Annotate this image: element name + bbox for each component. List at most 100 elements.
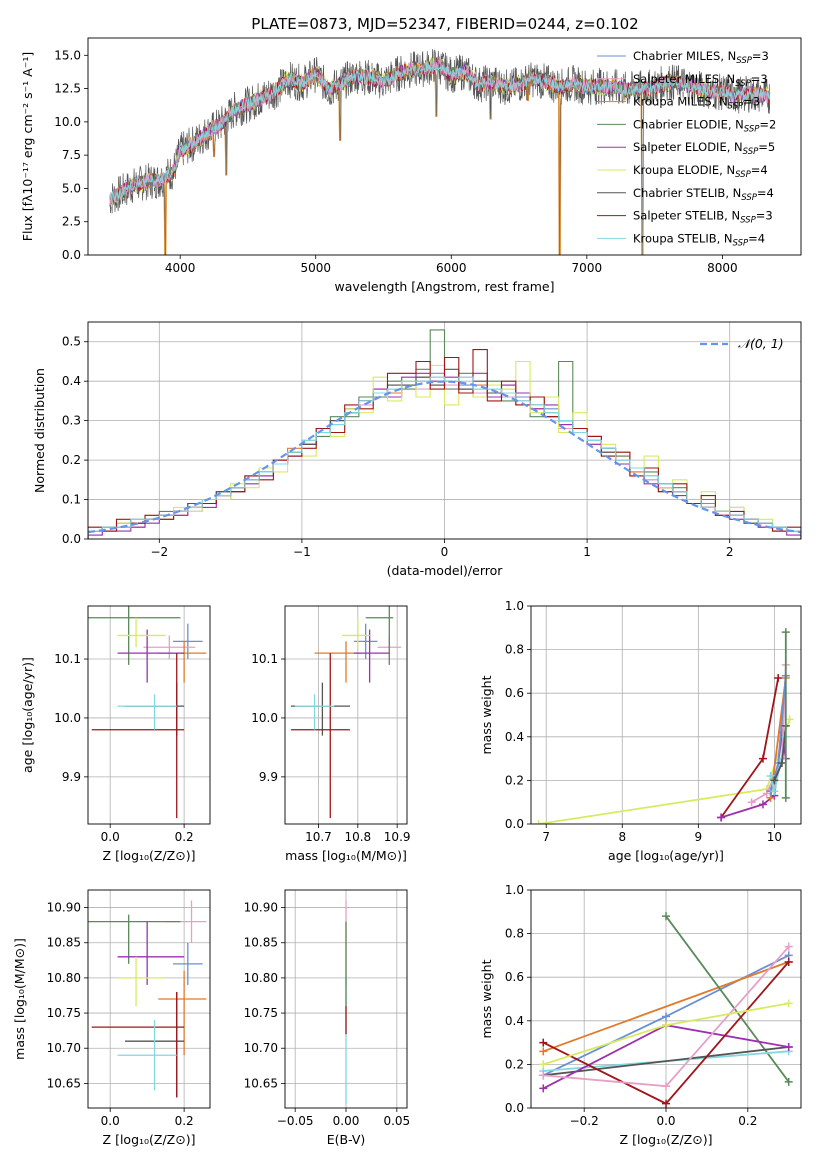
legend-label-main: Salpeter ELODIE, N (633, 140, 743, 154)
x-tick-label: 4000 (165, 261, 196, 275)
x-tick-label: −2 (150, 545, 168, 559)
x-axis-label: age [log₁₀(age/yr)] (608, 848, 724, 863)
weight-marker-chabrier_miles (662, 1012, 670, 1021)
x-tick-label: 10.7 (305, 830, 332, 844)
plot-area-spectrum (109, 49, 771, 255)
x-tick-label: 5000 (300, 261, 331, 275)
x-axis-label: E(B-V) (327, 1132, 366, 1147)
legend-label-tail: =3 (743, 95, 760, 109)
y-tick-label: 12.5 (54, 82, 81, 96)
y-tick-label: 10.90 (244, 901, 278, 915)
x-tick-label: 1 (583, 545, 591, 559)
weight-marker-kroupa_elodie (534, 820, 543, 824)
x-tick-label: 7000 (572, 261, 603, 275)
weight-marker-kroupa_miles (539, 1047, 548, 1056)
legend-label-tail: =5 (758, 140, 775, 154)
y-tick-label: 9.9 (259, 770, 278, 784)
weight-marker-chabrier_stelib (777, 758, 786, 767)
plot-area-ebv_vs_mass (285, 890, 407, 1108)
x-tick-label: 0.0 (101, 1114, 120, 1128)
panel-residuals: −2 −1 0 1 2 0.0 0.1 0.2 0.3 0.4 0.5 (data-model)/er… (32, 321, 802, 578)
weight-marker-kroupa_stelib (766, 772, 775, 781)
weight-line-salpeter_stelib (720, 677, 780, 819)
y-tick-label: 1.0 (505, 599, 524, 613)
panel-spectrum: 4000 5000 6000 7000 8000 0.0 2.5 5.0 7.5 10.0 12.5… (20, 37, 802, 294)
weight-line-chabrier_elodie (665, 915, 790, 1083)
x-tick-label: 8 (618, 830, 626, 844)
weight-marker-kroupa_elodie (662, 1021, 670, 1030)
legend-label-main: Salpeter MILES, N (633, 72, 735, 86)
legend-label-tail: =4 (748, 231, 765, 245)
weight-marker-salpeter_stelib (662, 1099, 670, 1108)
x-tick-label: 0.2 (175, 1114, 194, 1128)
legend-label-main: Salpeter STELIB, N (633, 209, 740, 223)
legend-label-salpeter_elodie: Salpeter ELODIE, NSSP=5 (633, 140, 775, 157)
legend-label-main: Chabrier MILES, N (633, 49, 736, 63)
weight-marker-salpeter_miles (747, 798, 756, 807)
plot-area-mass_vs_age (285, 606, 407, 824)
x-tick-label: −1 (293, 545, 311, 559)
plot-area-z_vs_mass (88, 890, 210, 1108)
x-tick-label: 6000 (436, 261, 467, 275)
y-tick-label: 0.2 (505, 773, 524, 787)
x-tick-label: 8000 (707, 261, 738, 275)
weight-marker-chabrier_elodie (781, 793, 790, 802)
x-axis-label: mass [log₁₀(M/M⊙)] (285, 848, 407, 863)
y-tick-label: 5.0 (62, 181, 81, 195)
legend-label-salpeter_miles: Salpeter MILES, NSSP=3 (633, 72, 768, 89)
legend-label-salpeter_stelib: Salpeter STELIB, NSSP=3 (633, 209, 773, 226)
weight-marker-kroupa_elodie (785, 715, 794, 724)
y-tick-label: 0.6 (505, 686, 524, 700)
weight-marker-salpeter_elodie (758, 800, 767, 809)
spectrum-line-salpeter_miles (109, 58, 770, 205)
weight-marker-salpeter_miles (784, 942, 793, 951)
panel-ebv_vs_mass: −0.05 0.00 0.05 10.65 10.70 10.75 10.80 10.85 10… (244, 889, 410, 1147)
y-tick-label: 0.0 (505, 817, 524, 831)
y-tick-label: 0.5 (62, 335, 81, 349)
y-tick-label: 0.0 (62, 532, 81, 546)
weight-marker-salpeter_stelib (539, 1038, 548, 1047)
x-tick-label: 10.8 (344, 830, 371, 844)
legend-label-sub: SSP (735, 79, 751, 89)
y-axis-label: Flux [fλ10⁻¹⁷ erg cm⁻² s⁻¹ A⁻¹] (20, 52, 35, 241)
y-tick-label: 10.0 (54, 711, 81, 725)
panel-age_vs_weight: 7 8 9 10 0.0 0.2 0.4 0.6 0.8 1.0 age [log₁₀(age/yr… (479, 599, 802, 863)
x-axis-label: wavelength [Angstrom, rest frame] (334, 279, 554, 294)
plot-area-z_vs_age (88, 606, 210, 824)
y-axis-label: mass weight (479, 675, 494, 754)
y-tick-label: 15.0 (54, 48, 81, 62)
legend-label-sub: SSP (740, 216, 756, 226)
weight-marker-chabrier_stelib (770, 776, 779, 785)
y-tick-label: 0.4 (505, 730, 524, 744)
y-tick-label: 2.5 (62, 215, 81, 229)
legend-label-tail: =3 (752, 49, 769, 63)
legend-label-main: Chabrier ELODIE, N (633, 117, 744, 131)
y-tick-label: 0.8 (505, 927, 524, 941)
x-axis-label: Z [log₁₀(Z/Z⊙)] (103, 1132, 196, 1147)
y-tick-label: 0.2 (505, 1057, 524, 1071)
y-tick-label: 10.75 (47, 1006, 81, 1020)
panel-mass_vs_age: 10.7 10.8 10.9 9.9 10.0 10.1 mass [log₁₀(M/M⊙)… (251, 605, 411, 863)
axes-frame (87, 37, 802, 256)
y-tick-label: 9.9 (62, 770, 81, 784)
panel-z_vs_mass: 0.0 0.2 10.65 10.70 10.75 10.80 10.85 10.90 Z [l… (12, 889, 211, 1147)
y-tick-label: 10.80 (244, 971, 278, 985)
y-tick-label: 10.65 (244, 1076, 278, 1090)
x-tick-label: −0.2 (570, 1114, 599, 1128)
legend-label-kroupa_stelib: Kroupa STELIB, NSSP=4 (633, 231, 765, 248)
x-tick-label: −0.05 (277, 1114, 314, 1128)
axes-frame (284, 605, 408, 825)
legend-label-kroupa_miles: Kroupa MILES, NSSP=3 (633, 95, 760, 112)
y-tick-label: 10.85 (47, 936, 81, 950)
panel-z_vs_weight: −0.2 0.0 0.2 0.0 0.2 0.4 0.6 0.8 1.0 Z [log₁₀(Z/Z… (479, 883, 802, 1147)
legend-label-kroupa_elodie: Kroupa ELODIE, NSSP=4 (633, 163, 768, 180)
x-tick-label: 0.2 (175, 830, 194, 844)
y-tick-label: 1.0 (505, 883, 524, 897)
y-tick-label: 10.90 (47, 901, 81, 915)
x-tick-label: 2 (726, 545, 734, 559)
x-tick-label: 0.0 (656, 1114, 675, 1128)
y-tick-label: 10.70 (47, 1041, 81, 1055)
spectrum-line-kroupa_stelib (109, 61, 771, 204)
plot-area-z_vs_weight (531, 890, 801, 1108)
weight-marker-kroupa_elodie (784, 999, 793, 1008)
